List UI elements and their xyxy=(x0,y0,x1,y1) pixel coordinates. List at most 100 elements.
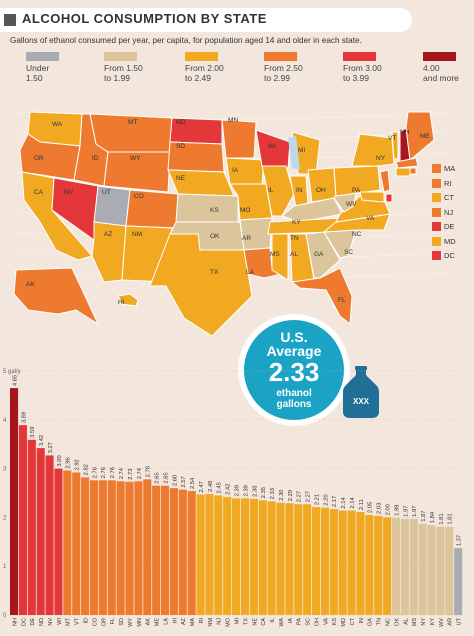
bar-value-label: 2.92 xyxy=(75,459,81,470)
legend-swatch xyxy=(26,52,59,61)
state-label-ar: AR xyxy=(242,235,251,242)
state-label-in: IN xyxy=(296,187,303,194)
bar-value-label: 2.60 xyxy=(172,475,178,486)
bar-wi xyxy=(54,468,63,615)
category-label: HI xyxy=(172,618,178,624)
bar-value-label: 1.81 xyxy=(448,513,454,524)
state-label-sc: SC xyxy=(344,249,353,256)
bar-chart: 4.653.893.593.423.273.00 2.96 2.92 2.82 2.76… xyxy=(3,369,463,627)
northeast-state-label: DC xyxy=(444,251,455,261)
state-label-fl: FL xyxy=(338,297,346,304)
northeast-legend-item: CT xyxy=(432,189,454,207)
state-ri xyxy=(409,167,417,175)
bar-al xyxy=(400,518,409,615)
category-label: KS xyxy=(332,618,338,626)
state-tx xyxy=(149,233,253,337)
category-label: MA xyxy=(190,618,196,627)
state-label-il: IL xyxy=(268,187,274,194)
bar-sc xyxy=(303,504,312,615)
bar-ct xyxy=(347,510,356,615)
state-label-nh: NH xyxy=(400,129,410,136)
category-label: SC xyxy=(306,618,312,626)
legend-swatch xyxy=(104,52,137,61)
legend-swatch xyxy=(343,52,376,61)
legend-label: From 3.00 to 3.99 xyxy=(343,63,382,83)
category-label: NE xyxy=(252,618,258,626)
category-label: MN xyxy=(137,618,143,627)
bar-ms xyxy=(409,518,418,615)
bar-md xyxy=(338,510,347,615)
legend-item: From 1.50 to 1.99 xyxy=(104,52,143,83)
state-label-wi: WI xyxy=(268,143,276,150)
bar-value-label: 2.39 xyxy=(235,485,241,496)
bar-ma xyxy=(187,491,196,615)
state-ny xyxy=(351,133,395,167)
badge-line-ethanol: ethanol xyxy=(276,388,312,399)
bar-value-label: 2.30 xyxy=(279,489,285,500)
chart-title: ALCOHOL CONSUMPTION BY STATE xyxy=(22,11,267,26)
y-tick-label: 0 xyxy=(3,613,7,619)
bar-value-label: 2.78 xyxy=(146,466,152,477)
bar-value-label: 2.74 xyxy=(119,467,125,479)
category-label: CA xyxy=(261,618,267,626)
category-label: RI xyxy=(199,618,205,624)
bar-nd xyxy=(36,448,45,615)
bar-value-label: 1.97 xyxy=(412,506,418,517)
bar-me xyxy=(152,485,161,615)
state-label-nm: NM xyxy=(132,231,142,238)
state-label-co: CO xyxy=(134,193,144,200)
northeast-swatch xyxy=(432,207,441,217)
legend-swatch xyxy=(185,52,218,61)
category-label: NC xyxy=(386,618,392,626)
state-wi xyxy=(255,129,291,169)
category-label: PA xyxy=(297,618,303,625)
northeast-legend-item: NJ xyxy=(432,204,453,222)
state-ar xyxy=(239,217,273,251)
state-ks xyxy=(175,193,239,223)
bar-value-label: 1.37 xyxy=(457,535,463,546)
category-label: CT xyxy=(350,617,356,625)
state-ak xyxy=(13,267,100,326)
bar-dc xyxy=(18,425,27,615)
category-label: DE xyxy=(30,618,36,626)
bar-tx xyxy=(240,498,250,615)
bar-mi xyxy=(232,498,241,615)
category-label: OR xyxy=(101,618,107,626)
category-label: WY xyxy=(128,618,134,627)
badge-line-average: Average xyxy=(266,343,322,359)
northeast-swatch xyxy=(432,193,441,203)
category-label: KY xyxy=(430,618,436,626)
legend-label: From 2.50 to 2.99 xyxy=(264,63,303,83)
bar-value-label: 3.27 xyxy=(48,442,54,453)
legend-swatch xyxy=(264,52,297,61)
state-label-nv: NV xyxy=(64,189,74,196)
bar-value-label: 2.47 xyxy=(199,481,205,492)
bar-value-label: 1.81 xyxy=(439,513,445,524)
category-label: IN xyxy=(359,618,365,624)
legend-label: Under 1.50 xyxy=(26,63,50,83)
state-label-ia: IA xyxy=(232,167,239,174)
state-label-me: ME xyxy=(420,133,430,140)
bar-value-label: 2.73 xyxy=(128,468,134,479)
category-label: LA xyxy=(163,618,169,625)
category-label: ID xyxy=(84,618,90,624)
bar-in xyxy=(356,512,365,615)
bar-value-label: 2.42 xyxy=(226,484,232,495)
category-label: ME xyxy=(155,618,161,627)
bar-wv xyxy=(436,526,445,615)
bar-value-label: 2.27 xyxy=(297,491,303,502)
bar-ne xyxy=(249,498,258,615)
title-bar: ALCOHOL CONSUMPTION BY STATE xyxy=(0,8,412,32)
northeast-swatch xyxy=(432,236,441,246)
jug-label: XXX xyxy=(353,397,370,406)
state-label-ut: UT xyxy=(102,189,111,196)
bar-wy xyxy=(125,481,134,615)
lake-michigan xyxy=(288,136,300,170)
category-label: VT xyxy=(75,617,81,625)
category-label: IA xyxy=(288,618,294,624)
state-label-ms: MS xyxy=(270,251,280,258)
state-label-mo: MO xyxy=(240,207,250,214)
bar-value-label: 2.00 xyxy=(386,504,392,515)
legend-item: From 2.00 to 2.49 xyxy=(185,52,224,83)
bar-id xyxy=(81,477,90,615)
